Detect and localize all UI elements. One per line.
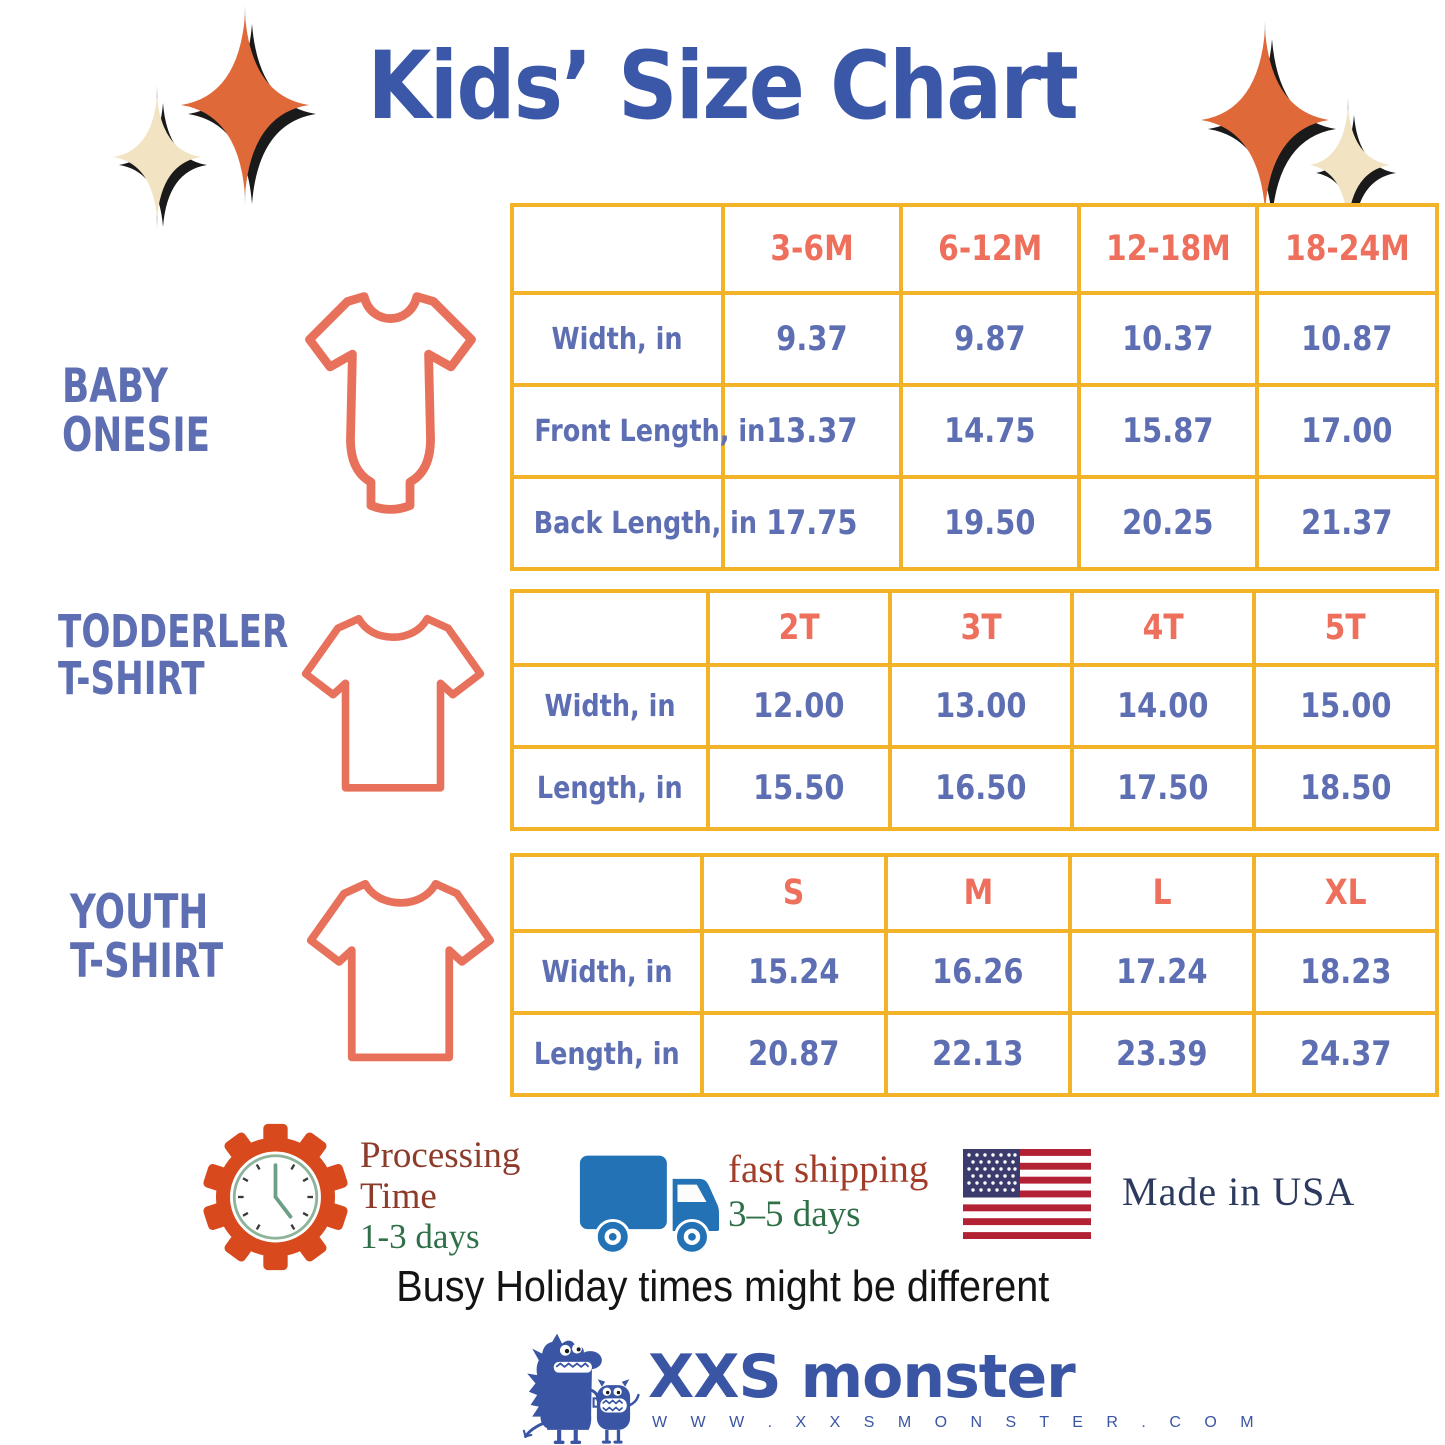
size-table-toddler-tshirt: 2T 3T 4T 5T Width, in 12.00 13.00 14.00 …: [510, 589, 1439, 831]
cell-value: 10.87: [1255, 291, 1439, 387]
cell-value: 18.50: [1252, 745, 1439, 831]
cell-value: 22.13: [884, 1011, 1072, 1097]
column-header: 3-6M: [721, 203, 903, 295]
truck-icon: [579, 1155, 720, 1255]
cell-value: 15.50: [706, 745, 892, 831]
label-line: ONESIE: [62, 408, 211, 464]
shipping-days: 3–5 days: [728, 1193, 861, 1235]
column-header: XL: [1252, 853, 1439, 933]
sparkles-left-icon: [113, 5, 316, 229]
row-label: Back Length, in: [510, 475, 757, 571]
cell-value: 17.50: [1070, 745, 1256, 831]
shipping-line: fast shipping: [728, 1148, 929, 1191]
table-row: Width, in 9.37 9.87 10.37 10.87: [510, 291, 1439, 387]
cell-value: 13.00: [888, 663, 1074, 749]
table-row: Front Length, in 13.37 14.75 15.87 17.00: [510, 383, 1439, 479]
tshirt-icon: [306, 879, 495, 1062]
label-line: TODDERLER: [58, 605, 289, 658]
row-label: Length, in: [510, 1011, 704, 1097]
holiday-notice: Busy Holiday times might be different: [396, 1262, 1049, 1311]
section-label-toddler-tshirt: TODDERLER T-SHIRT: [58, 608, 361, 703]
size-table-youth-tshirt: S M L XL Width, in 15.24 16.26 17.24 18.…: [510, 853, 1439, 1097]
cell-value: 24.37: [1252, 1011, 1439, 1097]
row-label: Width, in: [510, 929, 704, 1015]
cell-value: 15.24: [700, 929, 888, 1015]
label-line: T-SHIRT: [58, 652, 205, 706]
table-header-row: 3-6M 6-12M 12-18M 18-24M: [510, 203, 1439, 295]
label-line: T-SHIRT: [70, 934, 224, 990]
cell-value: 23.39: [1068, 1011, 1256, 1097]
cell-value: 9.37: [721, 291, 903, 387]
sparkles-right-icon: [1201, 20, 1396, 247]
cell-value: 14.75: [899, 383, 1081, 479]
brand-wordmark: XXS monster: [648, 1342, 1076, 1412]
cell-value: 10.37: [1077, 291, 1259, 387]
cell-value: 14.00: [1070, 663, 1256, 749]
row-label: Width, in: [510, 663, 710, 749]
gear-clock-icon: [203, 1123, 348, 1271]
usa-flag-icon: [963, 1149, 1091, 1239]
column-header: 2T: [706, 589, 892, 667]
table-row: Back Length, in 17.75 19.50 20.25 21.37: [510, 475, 1439, 571]
page-title: Kids’ Size Chart: [367, 32, 1079, 141]
cell-value: 17.75: [721, 475, 903, 571]
table-header-row: S M L XL: [510, 853, 1439, 933]
cell-value: 20.25: [1077, 475, 1259, 571]
brand-monsters-icon: [522, 1333, 640, 1444]
column-header: M: [884, 853, 1072, 933]
tshirt-icon: [301, 614, 485, 792]
column-header: 6-12M: [899, 203, 1081, 295]
cell-value: 19.50: [899, 475, 1081, 571]
row-label: Length, in: [510, 745, 710, 831]
table-row: Width, in 12.00 13.00 14.00 15.00: [510, 663, 1439, 749]
cell-value: 17.00: [1255, 383, 1439, 479]
column-header: 4T: [1070, 589, 1256, 667]
cell-value: 13.37: [721, 383, 903, 479]
processing-line: Time: [360, 1175, 437, 1217]
column-header: 5T: [1252, 589, 1439, 667]
table-row: Length, in 15.50 16.50 17.50 18.50: [510, 745, 1439, 831]
cell-value: 16.26: [884, 929, 1072, 1015]
cell-value: 17.24: [1068, 929, 1256, 1015]
column-header: 18-24M: [1255, 203, 1439, 295]
onesie-icon: [305, 292, 476, 514]
column-header: 3T: [888, 589, 1074, 667]
shipping-label: fast shipping 3–5 days: [728, 1148, 928, 1236]
table-row: Length, in 20.87 22.13 23.39 24.37: [510, 1011, 1439, 1097]
cell-value: 9.87: [899, 291, 1081, 387]
brand-website: W W W . X X S M O N S T E R . C O M: [652, 1414, 1264, 1431]
section-label-baby-onesie: BABY ONESIE: [62, 362, 257, 461]
column-header: S: [700, 853, 888, 933]
cell-value: 18.23: [1252, 929, 1439, 1015]
processing-days: 1-3 days: [360, 1217, 480, 1257]
cell-value: 15.87: [1077, 383, 1259, 479]
cell-value: 16.50: [888, 745, 1074, 831]
corner-cell: [510, 589, 710, 667]
cell-value: 20.87: [700, 1011, 888, 1097]
cell-value: 15.00: [1252, 663, 1439, 749]
label-line: YOUTH: [70, 885, 209, 940]
cell-value: 21.37: [1255, 475, 1439, 571]
made-in-usa-label: Made in USA: [1122, 1169, 1356, 1214]
row-label: Front Length, in: [510, 383, 765, 479]
label-line: BABY: [62, 359, 169, 414]
column-header: L: [1068, 853, 1256, 933]
column-header: 12-18M: [1077, 203, 1259, 295]
section-label-youth-tshirt: YOUTH T-SHIRT: [70, 888, 271, 987]
processing-line: Processing: [360, 1135, 521, 1176]
corner-cell: [510, 203, 725, 295]
row-label: Width, in: [510, 291, 725, 387]
cell-value: 12.00: [706, 663, 892, 749]
table-header-row: 2T 3T 4T 5T: [510, 589, 1439, 667]
processing-time-label: Processing Time 1-3 days: [360, 1135, 521, 1257]
table-row: Width, in 15.24 16.26 17.24 18.23: [510, 929, 1439, 1015]
corner-cell: [510, 853, 704, 933]
size-table-baby-onesie: 3-6M 6-12M 12-18M 18-24M Width, in 9.37 …: [510, 203, 1439, 571]
